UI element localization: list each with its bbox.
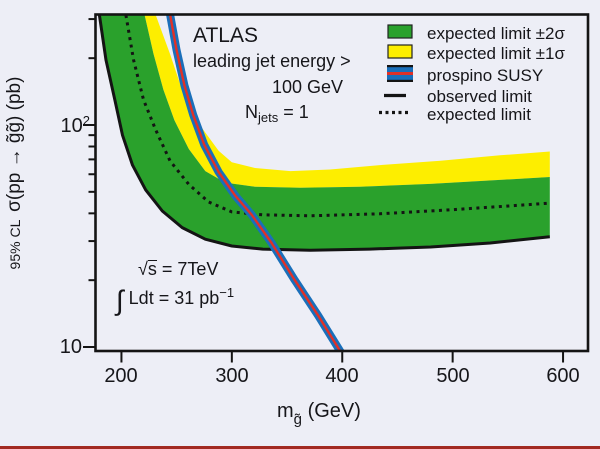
sqrt-s-label: √s = 7TeV: [138, 259, 219, 279]
luminosity-label: ∫ Ldt = 31 pb−1: [116, 285, 235, 316]
bottom-border-bar: [0, 446, 600, 449]
legend-green-band-swatch: [387, 24, 413, 39]
legend-label-observed: observed limit: [427, 87, 532, 106]
x-tick-label-600: 600: [546, 365, 580, 387]
njets-label: Njets = 1: [245, 102, 309, 125]
observed-limit-line: [97, 14, 550, 252]
x-axis-title: mg̃ (GeV): [277, 400, 361, 428]
y-tick-label-10: 10: [59, 336, 82, 358]
legend-label-expected: expected limit: [427, 105, 531, 124]
axis-ticks: [83, 18, 565, 363]
y-tick-label-100: 102: [60, 113, 90, 137]
x-tick-label-200: 200: [104, 365, 138, 387]
y-axis-title: 95% CL σ(pp → g̃g̃) (pb): [4, 76, 25, 270]
x-tick-label-400: 400: [325, 365, 359, 387]
band-2sigma-green: [99, 15, 550, 251]
expected-limit-line: [124, 14, 550, 218]
atlas-label: ATLAS: [193, 24, 258, 47]
legend-prospino-swatch: [387, 65, 413, 82]
x-tick-label-300: 300: [215, 365, 249, 387]
band-1sigma-yellow: [144, 15, 550, 188]
legend-label-2sigma: expected limit ±2σ: [427, 24, 565, 43]
jet-cut-line2: 100 GeV: [272, 77, 344, 97]
legend-yellow-band-swatch: [387, 44, 413, 59]
jet-cut-line1: leading jet energy >: [193, 51, 351, 71]
x-tick-label-500: 500: [436, 365, 470, 387]
prospino-susy-centerline: [168, 14, 342, 352]
legend-label-prospino: prospino SUSY: [427, 66, 544, 85]
legend-label-1sigma: expected limit ±1σ: [427, 44, 565, 63]
